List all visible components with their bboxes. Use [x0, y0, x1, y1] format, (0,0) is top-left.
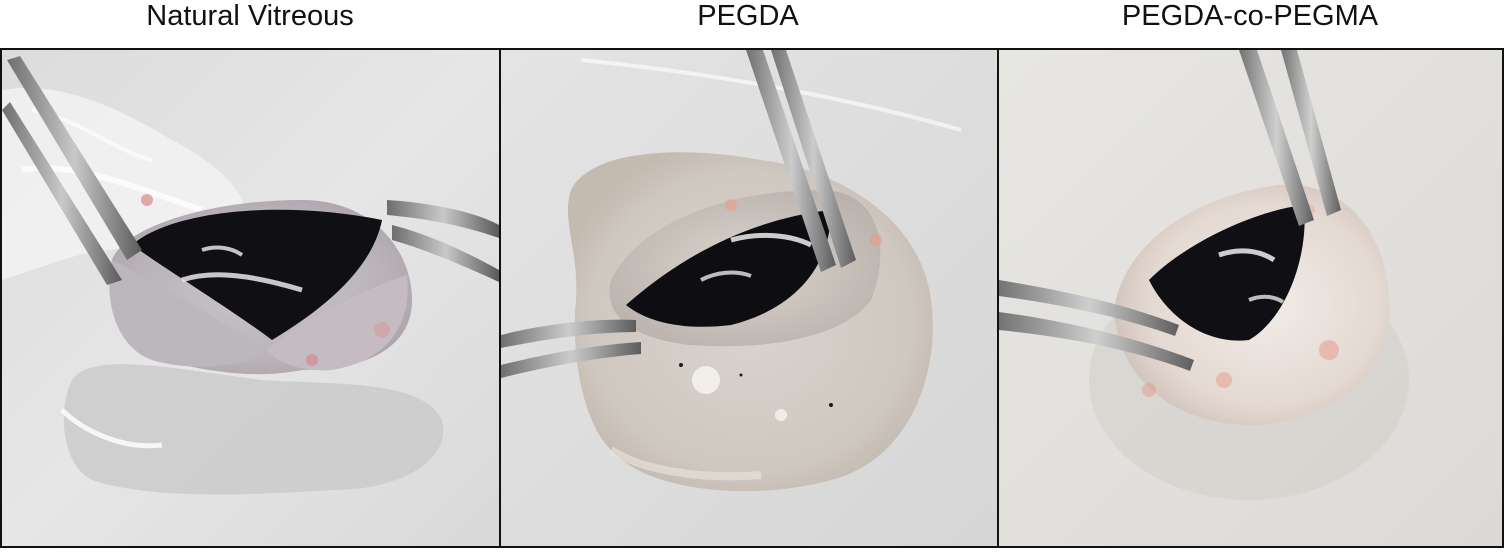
eye-dissection-photo: [999, 50, 1502, 546]
photo-panel-pegda: [499, 48, 999, 548]
photo-panel-pegda-co-pegma: [997, 48, 1504, 548]
panel-title-pegda: PEGDA: [500, 0, 996, 44]
panel-title-pegda-co-pegma: PEGDA-co-PEGMA: [998, 0, 1502, 44]
photo-panel-natural-vitreous: [0, 48, 501, 548]
eye-dissection-photo: [501, 50, 997, 546]
panel-title-natural-vitreous: Natural Vitreous: [2, 0, 498, 44]
eye-dissection-photo: [2, 50, 499, 546]
